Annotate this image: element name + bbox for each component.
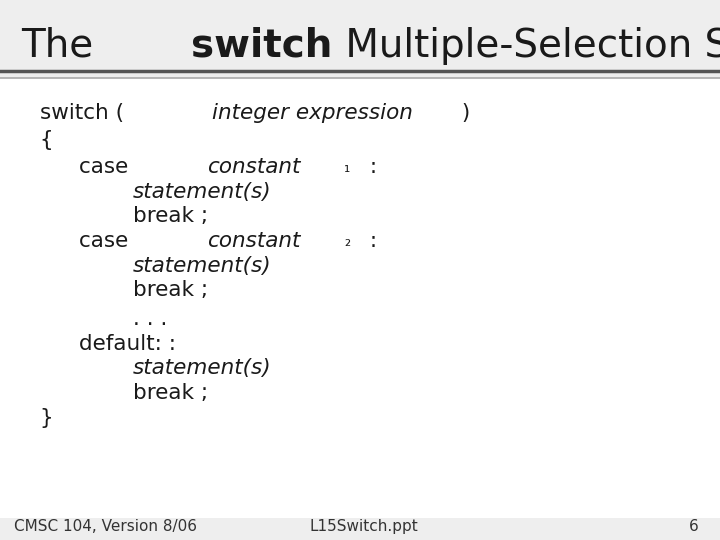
Text: ): ) — [455, 103, 470, 124]
Text: constant: constant — [207, 157, 301, 178]
Bar — [0, 0, 720, 78]
Bar — [0, 78, 720, 518]
Text: . . .: . . . — [133, 308, 168, 329]
Text: break ;: break ; — [133, 206, 208, 226]
Text: ₁: ₁ — [344, 160, 351, 175]
Text: switch (: switch ( — [40, 103, 130, 124]
Text: switch: switch — [192, 27, 333, 65]
Text: statement(s): statement(s) — [133, 181, 272, 202]
Text: default: :: default: : — [79, 334, 176, 354]
Text: }: } — [40, 408, 53, 429]
Text: :: : — [363, 231, 377, 252]
Text: The: The — [22, 27, 107, 65]
Text: statement(s): statement(s) — [133, 358, 272, 379]
Text: break ;: break ; — [133, 382, 208, 403]
Text: case: case — [79, 157, 135, 178]
Text: {: { — [40, 130, 53, 151]
Text: integer expression: integer expression — [212, 103, 413, 124]
Text: statement(s): statement(s) — [133, 255, 272, 276]
Text: :: : — [363, 157, 377, 178]
Text: ₂: ₂ — [344, 234, 351, 249]
Text: Multiple-Selection Structure: Multiple-Selection Structure — [333, 27, 720, 65]
Text: 6: 6 — [688, 519, 698, 534]
Text: L15Switch.ppt: L15Switch.ppt — [310, 519, 418, 534]
Text: break ;: break ; — [133, 280, 208, 300]
Text: constant: constant — [207, 231, 301, 252]
Text: case: case — [79, 231, 135, 252]
Text: CMSC 104, Version 8/06: CMSC 104, Version 8/06 — [14, 519, 197, 534]
